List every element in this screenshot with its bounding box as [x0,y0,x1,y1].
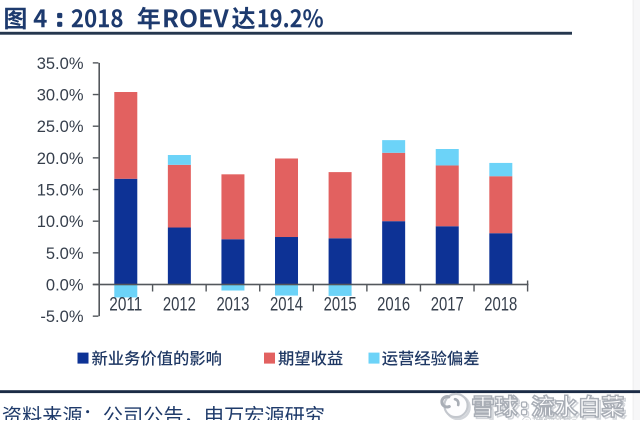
svg-text:2012: 2012 [163,293,196,315]
svg-text:35.0%: 35.0% [37,55,84,73]
svg-text:2011: 2011 [109,293,142,315]
svg-text:-5.0%: -5.0% [40,308,83,326]
svg-text:2018: 2018 [484,293,517,315]
svg-text:2017: 2017 [431,293,464,315]
svg-text:15.0%: 15.0% [37,182,84,200]
svg-text:0.0%: 0.0% [46,277,84,295]
svg-text:2014: 2014 [270,293,303,315]
svg-text:20.0%: 20.0% [37,150,84,168]
svg-text:5.0%: 5.0% [46,245,84,263]
svg-text:25.0%: 25.0% [37,118,84,136]
svg-text:2013: 2013 [216,293,249,315]
svg-text:2016: 2016 [377,293,410,315]
svg-text:2015: 2015 [324,293,357,315]
svg-text:10.0%: 10.0% [37,213,84,231]
svg-text:30.0%: 30.0% [37,87,84,105]
